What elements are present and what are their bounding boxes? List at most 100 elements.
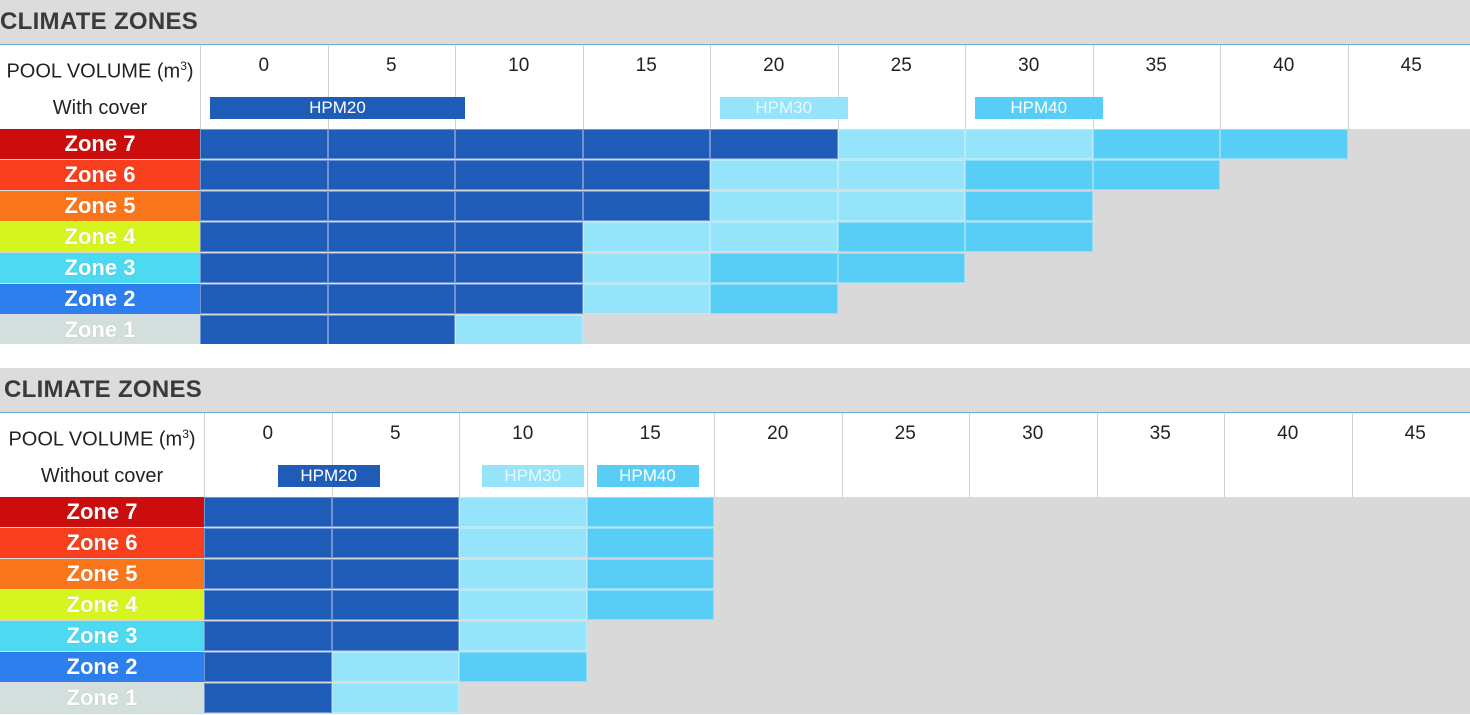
column-separator — [1092, 45, 1094, 87]
column-separator — [1347, 87, 1349, 129]
heatmap-cell — [455, 160, 583, 190]
heatmap-cell — [459, 497, 587, 527]
heatmap-cell — [710, 222, 838, 252]
heatmap-cell — [837, 222, 965, 252]
heatmap-cell — [200, 222, 328, 252]
heatmap-cell — [327, 253, 455, 283]
zone-grid: Zone 7 Zone 6 Zone 5 Zone 4 Zone 3 Zone 2 Zone… — [0, 497, 1470, 714]
heatmap-cell — [586, 559, 714, 589]
heatmap-cell — [331, 590, 459, 620]
column-separator — [200, 87, 201, 129]
column-separator — [455, 45, 456, 87]
heatmap-cell — [965, 129, 1093, 159]
heatmap-cell — [710, 191, 838, 221]
heatmap-cell — [965, 160, 1093, 190]
model-bar-hpm20: HPM20 — [277, 465, 380, 487]
heatmap-cell — [455, 222, 583, 252]
pool-volume-header-row: POOL VOLUME (m3) 0 5 10 15 20 25 30 35 40 45 — [0, 45, 1470, 88]
pool-volume-header-row: POOL VOLUME (m3) 0 5 10 15 20 25 30 35 40 45 — [0, 413, 1470, 456]
chart-title-bar: CLIMATE ZONES — [0, 0, 1470, 45]
column-separator — [841, 413, 843, 455]
column-separator — [965, 87, 966, 129]
heatmap-cell — [204, 559, 332, 589]
column-separator — [714, 413, 715, 455]
x-axis-label-superscript: 3 — [180, 59, 187, 73]
column-separator — [1220, 87, 1221, 129]
zone-label-7: Zone 7 — [0, 129, 200, 159]
column-separator — [331, 413, 333, 455]
zone-grid: Zone 7 Zone 6 Zone 5 Zone 4 Zone 3 Zone 2 Zone… — [0, 129, 1470, 346]
heatmap-cell — [582, 160, 710, 190]
zone-label-6: Zone 6 — [0, 160, 200, 190]
zone-label-3: Zone 3 — [0, 621, 204, 651]
heatmap-cell — [837, 253, 965, 283]
column-separator — [965, 45, 966, 87]
column-separator — [714, 455, 715, 497]
heatmap-cell — [459, 590, 587, 620]
heatmap-cell — [331, 621, 459, 651]
heatmap-cell — [455, 284, 583, 314]
heatmap-cell — [327, 284, 455, 314]
heatmap-cell — [586, 528, 714, 558]
model-bar-hpm40: HPM40 — [975, 97, 1103, 119]
model-range-row: With cover HPM20 HPM30 HPM40 — [0, 87, 1470, 130]
heatmap-cell — [582, 284, 710, 314]
column-separator — [327, 45, 329, 87]
x-axis-label: POOL VOLUME (m3) — [0, 45, 200, 87]
heatmap-cell — [327, 191, 455, 221]
column-separator — [459, 413, 460, 455]
x-tick-label: 30 — [1022, 423, 1044, 444]
x-axis-label-text: POOL VOLUME (m — [8, 428, 183, 451]
chart-title-bar: CLIMATE ZONES — [0, 368, 1470, 413]
heatmap-cell — [204, 528, 332, 558]
heatmap-cell — [710, 129, 838, 159]
model-bar-hpm20: HPM20 — [210, 97, 465, 119]
heatmap-cell — [455, 191, 583, 221]
column-separator — [1224, 455, 1225, 497]
column-separator — [841, 455, 843, 497]
heatmap-cell — [459, 652, 587, 682]
cover-condition-label: Without cover — [40, 465, 164, 487]
heatmap-cell — [455, 129, 583, 159]
heatmap-cell — [586, 497, 714, 527]
column-separator — [204, 455, 205, 497]
zone-label-4: Zone 4 — [0, 222, 200, 252]
heatmap-cell — [586, 590, 714, 620]
x-tick-label: 25 — [890, 55, 912, 76]
x-tick-label: 15 — [639, 423, 661, 444]
x-axis-label-superscript: 3 — [182, 427, 189, 441]
heatmap-cell — [204, 683, 332, 713]
x-tick-label: 25 — [894, 423, 916, 444]
heatmap-cell — [327, 160, 455, 190]
column-separator — [1220, 45, 1221, 87]
panel-gap — [0, 344, 1470, 368]
heatmap-cell — [200, 160, 328, 190]
column-separator — [1351, 455, 1353, 497]
zone-label-6: Zone 6 — [0, 528, 204, 558]
heatmap-cell — [204, 497, 332, 527]
heatmap-cell — [1220, 129, 1348, 159]
heatmap-cell — [200, 315, 328, 345]
x-tick-label: 45 — [1404, 423, 1426, 444]
x-tick-label: 35 — [1149, 423, 1171, 444]
heatmap-cell — [837, 129, 965, 159]
heatmap-cell — [331, 497, 459, 527]
zone-label-3: Zone 3 — [0, 253, 200, 283]
heatmap-cell — [1092, 160, 1220, 190]
heatmap-cell — [200, 129, 328, 159]
zone-label-2: Zone 2 — [0, 284, 200, 314]
cover-condition-label: With cover — [52, 97, 148, 119]
column-separator — [1224, 413, 1225, 455]
column-separator — [1347, 45, 1349, 87]
x-tick-label: 40 — [1273, 55, 1295, 76]
x-tick-label: 0 — [258, 55, 270, 76]
heatmap-cell — [331, 652, 459, 682]
column-separator — [1351, 413, 1353, 455]
heatmap-cell — [204, 652, 332, 682]
heatmap-cell — [200, 253, 328, 283]
heatmap-cell — [331, 683, 459, 713]
climate-zones-with-cover-panel: CLIMATE ZONES POOL VOLUME (m3) 0 5 10 15 20 25 3… — [0, 0, 1470, 346]
zone-label-1: Zone 1 — [0, 683, 204, 713]
x-tick-label: 35 — [1145, 55, 1167, 76]
